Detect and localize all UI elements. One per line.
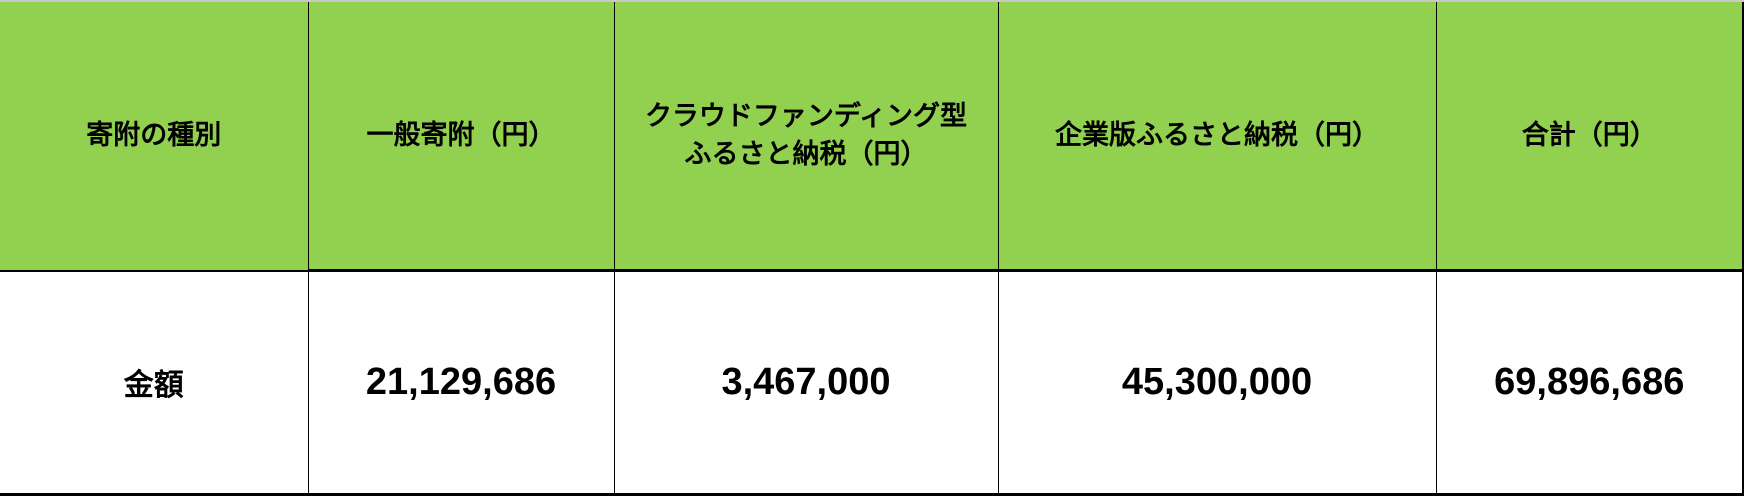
cell-crowdfunding: 3,467,000 <box>614 270 999 496</box>
header-crowdfunding: クラウドファンディング型 ふるさと納税（円） <box>614 2 999 272</box>
cell-general-donation: 21,129,686 <box>308 270 615 496</box>
header-general-donation: 一般寄附（円） <box>308 2 615 272</box>
header-type: 寄附の種別 <box>0 2 309 272</box>
header-crowdfunding-line1: クラウドファンディング型 <box>644 100 968 132</box>
row-label-amount: 金額 <box>0 270 309 496</box>
header-crowdfunding-line2: ふるさと納税（円） <box>684 138 928 170</box>
cell-total: 69,896,686 <box>1436 270 1744 496</box>
amount-row: 金額 21,129,686 3,467,000 45,300,000 69,89… <box>0 270 1744 496</box>
cell-corporate: 45,300,000 <box>998 270 1437 496</box>
header-row: 寄附の種別 一般寄附（円） クラウドファンディング型 ふるさと納税（円） 企業版… <box>0 2 1744 272</box>
header-corporate: 企業版ふるさと納税（円） <box>998 2 1437 272</box>
top-border <box>0 0 1744 2</box>
header-total: 合計（円） <box>1436 2 1744 272</box>
